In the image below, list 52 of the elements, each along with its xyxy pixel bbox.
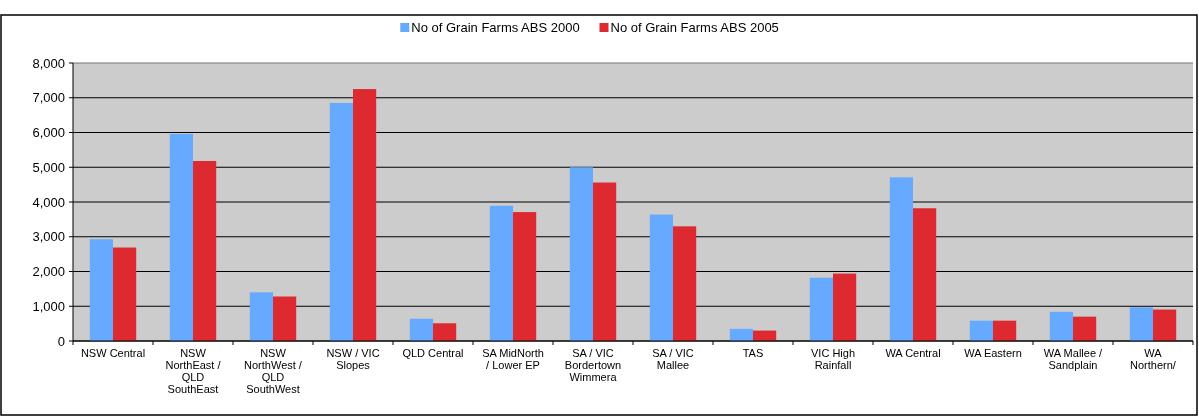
- bar: [1153, 309, 1177, 341]
- bar: [193, 161, 217, 341]
- bar: [569, 167, 593, 341]
- bar: [1129, 307, 1153, 341]
- bar: [249, 292, 273, 341]
- x-tick-label: NSW NorthWest / QLD SouthWest: [244, 347, 303, 395]
- y-tick-label: 5,000: [32, 159, 65, 175]
- y-tick-label: 4,000: [32, 194, 65, 210]
- bar: [113, 247, 137, 341]
- x-tick-label: SA / VIC Mallee: [652, 347, 694, 371]
- y-tick-label: 2,000: [32, 264, 65, 280]
- y-tick-label: 6,000: [32, 125, 65, 141]
- x-tick-label: WA Mallee / Sandplain: [1043, 347, 1104, 371]
- x-tick-label: NSW NorthEast / QLD SouthEast: [165, 347, 222, 395]
- bar: [993, 320, 1017, 341]
- y-tick-label: 1,000: [32, 298, 65, 314]
- x-tick-label: QLD Central: [402, 347, 464, 359]
- legend-label: No of Grain Farms ABS 2000: [411, 20, 580, 35]
- y-tick-label: 0: [57, 333, 65, 349]
- bar: [913, 208, 937, 341]
- bar: [809, 277, 833, 341]
- bar: [649, 214, 673, 341]
- bar: [329, 102, 353, 341]
- y-tick-label: 7,000: [32, 90, 65, 106]
- bar: [593, 182, 617, 341]
- bar: [409, 318, 433, 341]
- x-tick-label: WA Eastern: [964, 347, 1022, 359]
- x-tick-label: TAS: [742, 347, 764, 359]
- x-tick-label: SA / VIC Bordertown Wimmera: [564, 347, 622, 383]
- bar: [889, 177, 913, 341]
- bar: [1073, 316, 1097, 341]
- x-tick-label: VIC High Rainfall: [810, 347, 856, 371]
- x-tick-label: WA Northern/: [1130, 347, 1177, 371]
- x-tick-label: SA MidNorth / Lower EP: [482, 347, 544, 371]
- bar: [969, 320, 993, 341]
- bar: [833, 273, 857, 341]
- bar: [169, 133, 193, 341]
- bar: [353, 89, 377, 341]
- y-tick-label: 8,000: [32, 55, 65, 71]
- bar: [489, 205, 513, 341]
- bar: [89, 239, 113, 341]
- x-tick-label: NSW / VIC Slopes: [326, 347, 380, 371]
- bar: [513, 212, 537, 341]
- bar: [729, 328, 753, 341]
- x-tick-label: WA Central: [885, 347, 941, 359]
- y-tick-label: 3,000: [32, 229, 65, 245]
- bar: [433, 323, 457, 341]
- x-tick-label: NSW Central: [80, 347, 146, 359]
- bar: [673, 226, 697, 341]
- legend-label: No of Grain Farms ABS 2005: [610, 20, 779, 35]
- bar: [1049, 311, 1073, 341]
- bar: [273, 296, 297, 341]
